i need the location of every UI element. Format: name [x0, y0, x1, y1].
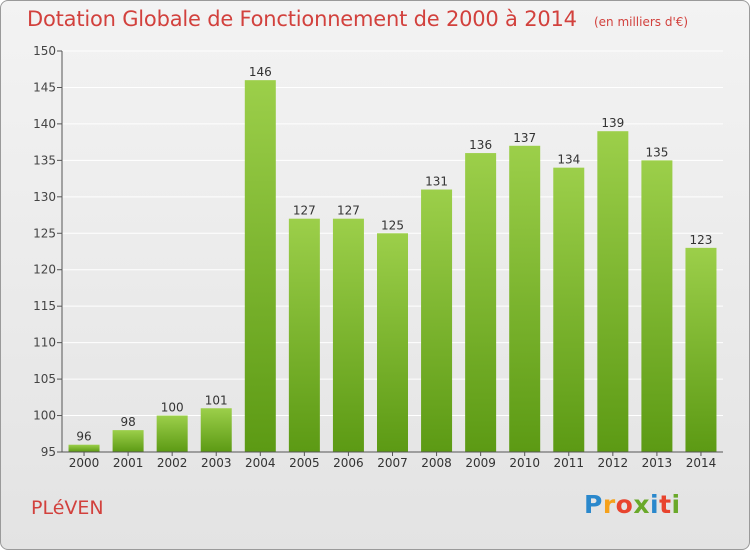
y-tick-label: 115 [33, 299, 56, 313]
x-tick-label: 2014 [686, 456, 717, 470]
bar [112, 430, 144, 452]
bar [597, 131, 629, 452]
x-tick-label: 2004 [245, 456, 276, 470]
data-label: 125 [381, 218, 404, 232]
chart-title-row: Dotation Globale de Fonctionnement de 20… [27, 7, 688, 31]
y-tick-label: 140 [33, 117, 56, 131]
axes: 95 100 105 110 115 120 125 130 135 140 145 150 2000 2… [33, 44, 723, 470]
x-tick-label: 2010 [509, 456, 540, 470]
x-tick-label: 2001 [113, 456, 144, 470]
data-label: 127 [337, 204, 360, 218]
data-label: 98 [120, 415, 135, 429]
logo-letter: o [615, 490, 634, 519]
logo-letter: P [584, 490, 603, 519]
logo-letter: i [650, 490, 660, 519]
chart-subtitle: (en milliers d'€) [593, 15, 689, 29]
x-tick-label: 2007 [377, 456, 408, 470]
logo-letter: i [671, 490, 681, 519]
bar [465, 153, 497, 452]
data-label: 131 [425, 175, 448, 189]
x-tick-label: 2011 [553, 456, 584, 470]
data-labels: 96 98 100 101 146 127 127 125 131 136 137 134 139 135… [76, 65, 712, 444]
x-tick-label: 2002 [157, 456, 188, 470]
y-tick-label: 145 [33, 80, 56, 94]
bar [332, 218, 364, 452]
x-tick-label: 2005 [289, 456, 320, 470]
bar [377, 233, 408, 452]
logo-letter: x [633, 490, 650, 519]
y-tick-label: 100 [33, 409, 56, 423]
x-tick-label: 2013 [642, 456, 673, 470]
y-tick-label: 135 [33, 153, 56, 167]
bar [244, 80, 276, 452]
x-tick-label: 2006 [333, 456, 364, 470]
bar [200, 408, 232, 452]
x-tick-label: 2000 [69, 456, 100, 470]
y-tick-label: 120 [33, 263, 56, 277]
data-label: 101 [205, 393, 228, 407]
x-tick-label: 2012 [598, 456, 629, 470]
bar [685, 247, 717, 452]
bars [68, 80, 717, 453]
data-label: 137 [513, 131, 536, 145]
data-label: 96 [76, 430, 91, 444]
bar [421, 189, 453, 452]
commune-name: PLéVEN [31, 497, 104, 519]
data-label: 100 [161, 401, 184, 415]
x-tick-label: 2003 [201, 456, 232, 470]
y-tick-label: 110 [33, 336, 56, 350]
chart-title: Dotation Globale de Fonctionnement de 20… [27, 7, 577, 31]
y-tick-label: 105 [33, 372, 56, 386]
bar-chart: 95 100 105 110 115 120 125 130 135 140 145 150 2000 2… [33, 44, 723, 470]
bar [288, 218, 320, 452]
y-tick-label: 95 [41, 445, 56, 459]
proxiti-logo: Proxiti [584, 490, 681, 519]
data-label: 136 [469, 138, 492, 152]
x-tick-label: 2008 [421, 456, 452, 470]
data-label: 127 [293, 204, 316, 218]
y-tick-label: 150 [33, 44, 56, 58]
bar [509, 145, 541, 453]
y-tick-label: 130 [33, 190, 56, 204]
logo-letter: t [659, 490, 672, 519]
x-tick-label: 2009 [465, 456, 496, 470]
data-label: 134 [557, 153, 580, 167]
y-tick-label: 125 [33, 226, 56, 240]
data-label: 135 [645, 145, 668, 159]
bar [156, 415, 188, 452]
data-label: 146 [249, 65, 272, 79]
bar [68, 444, 100, 452]
bar [553, 167, 585, 452]
bar [641, 160, 673, 452]
data-label: 139 [601, 116, 624, 130]
data-label: 123 [690, 233, 713, 247]
logo-letter: r [602, 490, 616, 519]
